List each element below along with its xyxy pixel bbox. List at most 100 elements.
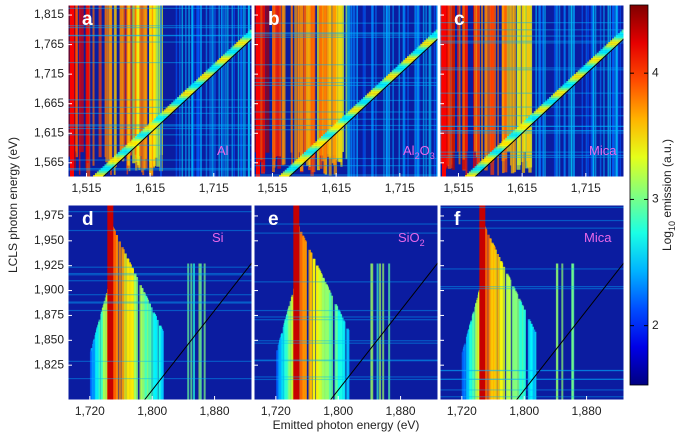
heatmap-band [150, 121, 161, 125]
heatmap-streak [254, 342, 438, 344]
heatmap-stripe [407, 5, 409, 177]
heatmap-stripe [474, 5, 477, 152]
heatmap-stripe [75, 5, 78, 152]
heatmap-band [558, 88, 569, 92]
heatmap-band [207, 68, 218, 72]
heatmap-band [428, 36, 438, 40]
heatmap-streak [68, 7, 252, 9]
heatmap-peak [293, 205, 300, 400]
heatmap-streak [68, 272, 252, 275]
heatmap-band [363, 96, 374, 100]
heatmap-streak [440, 42, 624, 44]
heatmap [254, 205, 438, 400]
heatmap-stripe [485, 5, 488, 165]
y-tick-label: 1,950 [34, 233, 64, 247]
heatmap-stripe [92, 5, 95, 166]
heatmap-stripe [118, 241, 121, 400]
heatmap-band [552, 93, 563, 97]
heatmap-band [549, 96, 560, 100]
heatmap-stripe [144, 295, 148, 400]
heatmap-stripe [462, 5, 465, 160]
heatmap-band [245, 33, 252, 37]
heatmap-stripe [464, 343, 467, 400]
heatmap-band [340, 118, 351, 122]
heatmap-stripe [212, 5, 214, 177]
heatmap-band [389, 72, 400, 76]
heatmap-stripe [128, 262, 131, 400]
heatmap-band [305, 150, 316, 154]
heatmap-streak [254, 129, 438, 131]
heatmap-band [587, 61, 598, 65]
heatmap-band [119, 150, 130, 154]
heatmap-band [529, 114, 540, 118]
heatmap-stripe [509, 5, 512, 166]
heatmap-band [211, 65, 222, 69]
heatmap-streak [440, 151, 624, 153]
heatmap-stripe [122, 249, 125, 400]
heatmap-stripe [175, 5, 178, 177]
heatmap-band [426, 38, 437, 42]
heatmap-stripe [283, 324, 286, 400]
elastic-line [288, 38, 438, 177]
heatmap-band [414, 49, 425, 53]
heatmap-band [370, 89, 381, 93]
heatmap-stripe [320, 274, 323, 400]
heatmap-band [512, 130, 523, 134]
heatmap-stripe [139, 285, 142, 400]
x-tick-label: 1,800 [137, 404, 167, 418]
heatmap-stripe [150, 307, 153, 400]
heatmap-band [343, 114, 354, 118]
heatmap-stripe [303, 5, 307, 162]
heatmap-band [495, 146, 506, 150]
heatmap-band [338, 120, 349, 124]
heatmap-streak [440, 22, 624, 24]
heatmap-band [234, 43, 245, 47]
heatmap-band [148, 123, 159, 127]
heatmap-stripe [317, 269, 321, 400]
heatmap-band [615, 34, 624, 38]
heatmap-stripe [356, 5, 359, 177]
y-tick-label: 1,815 [34, 7, 64, 21]
heatmap-stripe [121, 5, 125, 162]
heatmap-stripe [132, 5, 136, 164]
heatmap-stripe [143, 5, 148, 169]
heatmap-stripe [490, 5, 495, 175]
heatmap-stripe [265, 5, 270, 153]
heatmap-band [562, 84, 573, 88]
heatmap-stripe [607, 5, 610, 177]
heatmap-streak [254, 22, 438, 24]
heatmap-stripe [278, 342, 281, 400]
heatmap-streak [254, 77, 438, 79]
heatmap-stripe [594, 5, 597, 177]
heatmap-band [474, 166, 485, 170]
heatmap-streak [68, 211, 252, 213]
heatmap-peak [107, 205, 114, 400]
heatmap-streak [440, 29, 624, 31]
heatmap-band [535, 109, 546, 113]
heatmap-band [298, 157, 309, 161]
heatmap-stripe [561, 263, 564, 400]
heatmap-stripe [497, 256, 501, 400]
heatmap-stripe [609, 5, 612, 177]
heatmap-band [391, 70, 402, 74]
heatmap-band [596, 52, 607, 56]
heatmap-streak [254, 174, 438, 176]
heatmap-stripe [101, 307, 104, 400]
heatmap-stripe [131, 268, 134, 400]
heatmap-stripe [306, 5, 310, 166]
heatmap-stripe [100, 311, 103, 400]
heatmap-band [171, 102, 182, 106]
heatmap-stripe [227, 5, 229, 177]
heatmap-stripe [148, 303, 151, 400]
heatmap-stripe [556, 263, 559, 400]
heatmap-stripe [128, 5, 131, 172]
heatmap-streak [440, 69, 624, 71]
heatmap-band [554, 91, 565, 95]
heatmap-stripe [512, 5, 517, 173]
heatmap [68, 5, 252, 177]
heatmap-band [282, 171, 293, 175]
heatmap-band [368, 91, 379, 95]
heatmap-stripe [187, 263, 190, 400]
heatmap-stripe [465, 336, 468, 400]
x-tick-label: 1,720 [261, 404, 291, 418]
